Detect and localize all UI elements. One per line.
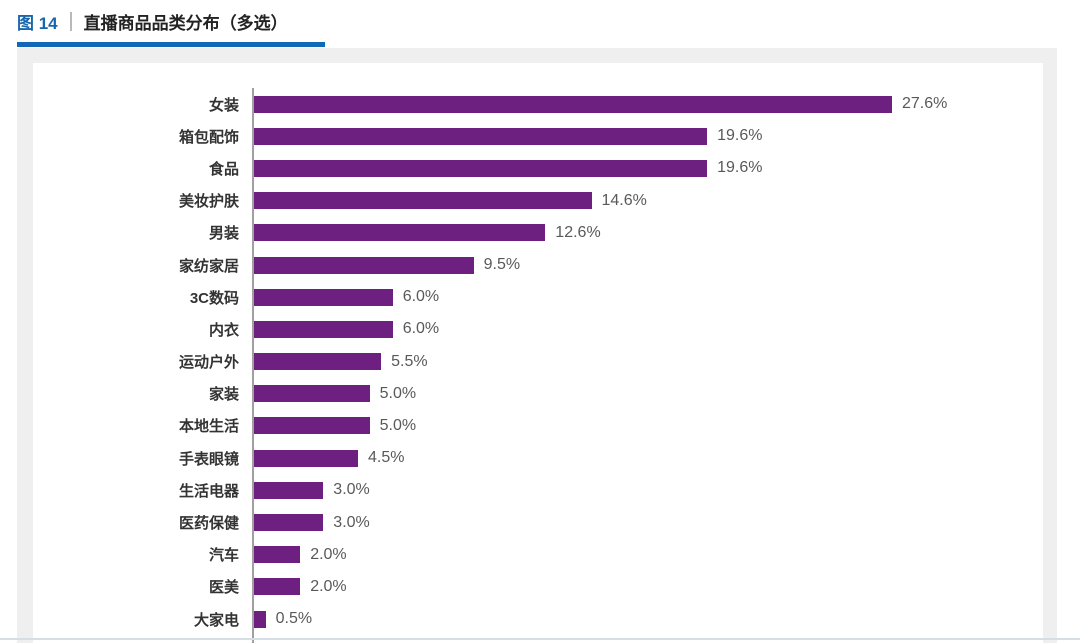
chart-row: 家纺家居 9.5%	[33, 249, 1043, 281]
bar-track: 2.0%	[252, 571, 1043, 603]
value-label: 19.6%	[717, 127, 763, 145]
category-label: 大家电	[193, 611, 239, 629]
title-separator	[69, 12, 72, 31]
bar	[254, 449, 358, 467]
bar	[254, 514, 324, 532]
bar-track: 6.0%	[252, 281, 1043, 313]
bar-track: 19.6%	[252, 120, 1043, 152]
value-label: 5.0%	[379, 416, 417, 434]
bar-track: 3.0%	[252, 474, 1043, 506]
chart-row: 箱包配饰 19.6%	[33, 120, 1043, 152]
category-label: 箱包配饰	[178, 128, 239, 146]
bar	[254, 288, 393, 306]
value-label: 0.5%	[275, 610, 313, 628]
category-label: 汽车	[208, 547, 239, 565]
bar-track: 6.0%	[252, 313, 1043, 345]
chart-row: 男装 12.6%	[33, 217, 1043, 249]
category-label: 本地生活	[178, 418, 239, 436]
category-label: 3C数码	[189, 289, 239, 307]
category-label: 食品	[208, 160, 239, 178]
value-label: 5.0%	[379, 384, 417, 402]
value-label: 19.6%	[717, 159, 763, 177]
value-label: 3.0%	[333, 481, 370, 499]
bar	[254, 127, 708, 145]
category-label: 医美	[208, 579, 239, 597]
chart-row: 本地生活 5.0%	[33, 410, 1043, 442]
category-label: 手表眼镜	[178, 450, 239, 468]
bar-track: 9.5%	[252, 249, 1043, 281]
chart-row: 医美 2.0%	[33, 571, 1043, 603]
category-label: 生活电器	[178, 482, 239, 500]
category-label: 家装	[208, 386, 239, 404]
category-label: 内衣	[208, 321, 239, 339]
chart-row: 美妆护肤 14.6%	[33, 185, 1043, 217]
value-label: 12.6%	[555, 223, 601, 241]
chart-row: 医药保健 3.0%	[33, 506, 1043, 538]
bar	[254, 320, 393, 338]
category-label: 家纺家居	[178, 257, 239, 275]
value-label: 6.0%	[402, 288, 440, 306]
bar-track: 3.0%	[252, 506, 1043, 538]
chart-row: 家装 5.0%	[33, 378, 1043, 410]
title-underline	[17, 42, 325, 47]
chart-row: 大家电 0.5%	[33, 603, 1043, 635]
bar-track: 14.6%	[252, 185, 1043, 217]
bar	[254, 256, 474, 274]
chart-plot-area: 女装 27.6% 箱包配饰 19.6% 食品 19.6% 美妆护肤 14.6% 男装 12.6% 家…	[33, 63, 1043, 643]
page-bottom-border	[0, 638, 1080, 640]
chart-row: 手表眼镜 4.5%	[33, 442, 1043, 474]
value-label: 2.0%	[310, 545, 347, 563]
figure-header: 图 14 直播商品品类分布（多选）	[17, 9, 288, 34]
bar	[254, 578, 301, 596]
bar	[254, 417, 370, 435]
chart-card: 女装 27.6% 箱包配饰 19.6% 食品 19.6% 美妆护肤 14.6% 男装 12.6% 家…	[17, 48, 1057, 643]
chart-row: 3C数码 6.0%	[33, 281, 1043, 313]
bar-track: 27.6%	[252, 88, 1043, 120]
value-label: 27.6%	[902, 95, 948, 113]
bar	[254, 95, 892, 113]
value-label: 3.0%	[333, 513, 370, 531]
value-label: 6.0%	[402, 320, 440, 338]
bar-track: 0.5%	[252, 603, 1043, 635]
bar-track: 19.6%	[252, 152, 1043, 184]
bar-track: 4.5%	[252, 442, 1043, 474]
chart-row: 生活电器 3.0%	[33, 474, 1043, 506]
value-label: 9.5%	[483, 256, 521, 274]
figure-title: 直播商品品类分布（多选）	[83, 14, 288, 33]
bar-track: 5.5%	[252, 346, 1043, 378]
value-label: 2.0%	[310, 577, 347, 595]
value-label: 4.5%	[368, 449, 405, 467]
bar	[254, 481, 324, 499]
bar	[254, 385, 370, 403]
value-label: 5.5%	[391, 352, 428, 370]
category-label: 男装	[208, 225, 239, 243]
bar-track: 5.0%	[252, 378, 1043, 410]
chart-row: 运动户外 5.5%	[33, 346, 1043, 378]
y-axis-line	[252, 88, 254, 643]
bar	[254, 192, 592, 210]
bar	[254, 610, 266, 628]
bar-rows: 女装 27.6% 箱包配饰 19.6% 食品 19.6% 美妆护肤 14.6% 男装 12.6% 家…	[33, 88, 1043, 635]
chart-row: 汽车 2.0%	[33, 539, 1043, 571]
category-label: 医药保健	[178, 515, 239, 533]
category-label: 运动户外	[178, 354, 239, 372]
bar	[254, 159, 708, 177]
bar-track: 5.0%	[252, 410, 1043, 442]
figure-number: 图 14	[17, 14, 58, 33]
category-label: 女装	[208, 96, 239, 114]
chart-row: 内衣 6.0%	[33, 313, 1043, 345]
bar	[254, 546, 301, 564]
bar	[254, 353, 382, 371]
chart-row: 女装 27.6%	[33, 88, 1043, 120]
bar-track: 2.0%	[252, 539, 1043, 571]
bar	[254, 224, 546, 242]
value-label: 14.6%	[601, 191, 647, 209]
chart-row: 食品 19.6%	[33, 152, 1043, 184]
category-label: 美妆护肤	[178, 193, 239, 211]
bar-track: 12.6%	[252, 217, 1043, 249]
